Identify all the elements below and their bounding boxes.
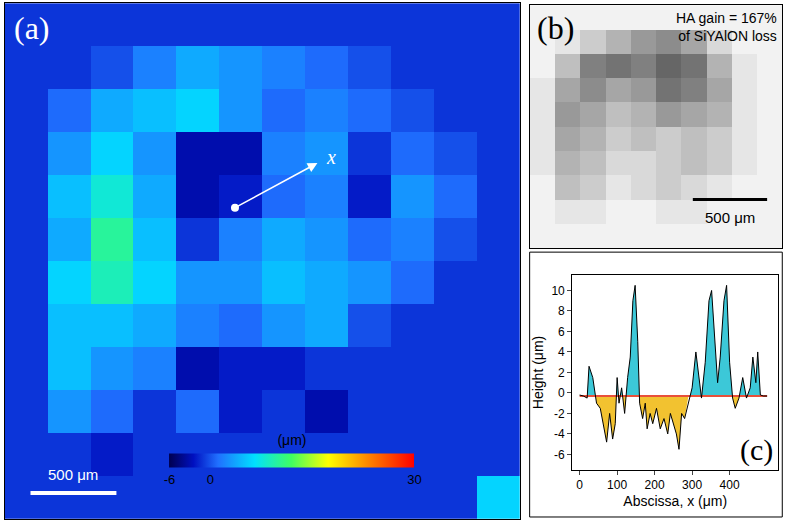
svg-text:(μm): (μm) — [277, 432, 306, 448]
svg-text:8: 8 — [558, 304, 565, 318]
svg-text:0: 0 — [558, 386, 565, 400]
svg-text:Height (μm): Height (μm) — [530, 336, 546, 409]
svg-text:2: 2 — [558, 366, 565, 380]
svg-text:300: 300 — [682, 478, 702, 492]
svg-text:10: 10 — [551, 284, 565, 298]
svg-text:(b): (b) — [537, 10, 574, 46]
svg-text:-6: -6 — [554, 448, 565, 462]
svg-text:0: 0 — [576, 478, 583, 492]
svg-text:200: 200 — [645, 478, 665, 492]
svg-text:500 μm: 500 μm — [48, 466, 98, 483]
svg-text:x: x — [326, 146, 336, 168]
svg-text:(c): (c) — [740, 433, 773, 467]
svg-text:-4: -4 — [554, 427, 565, 441]
svg-text:Abscissa, x (μm): Abscissa, x (μm) — [623, 493, 727, 509]
svg-text:0: 0 — [207, 472, 214, 487]
svg-text:500 μm: 500 μm — [705, 209, 755, 226]
svg-text:6: 6 — [558, 325, 565, 339]
svg-text:4: 4 — [558, 345, 565, 359]
svg-text:-6: -6 — [164, 472, 176, 487]
svg-text:(a): (a) — [14, 10, 50, 46]
svg-text:30: 30 — [407, 472, 421, 487]
svg-text:HA gain = 167%of SiYAlON loss: HA gain = 167%of SiYAlON loss — [676, 10, 777, 44]
svg-text:-2: -2 — [554, 407, 565, 421]
svg-text:100: 100 — [607, 478, 627, 492]
svg-text:400: 400 — [720, 478, 740, 492]
